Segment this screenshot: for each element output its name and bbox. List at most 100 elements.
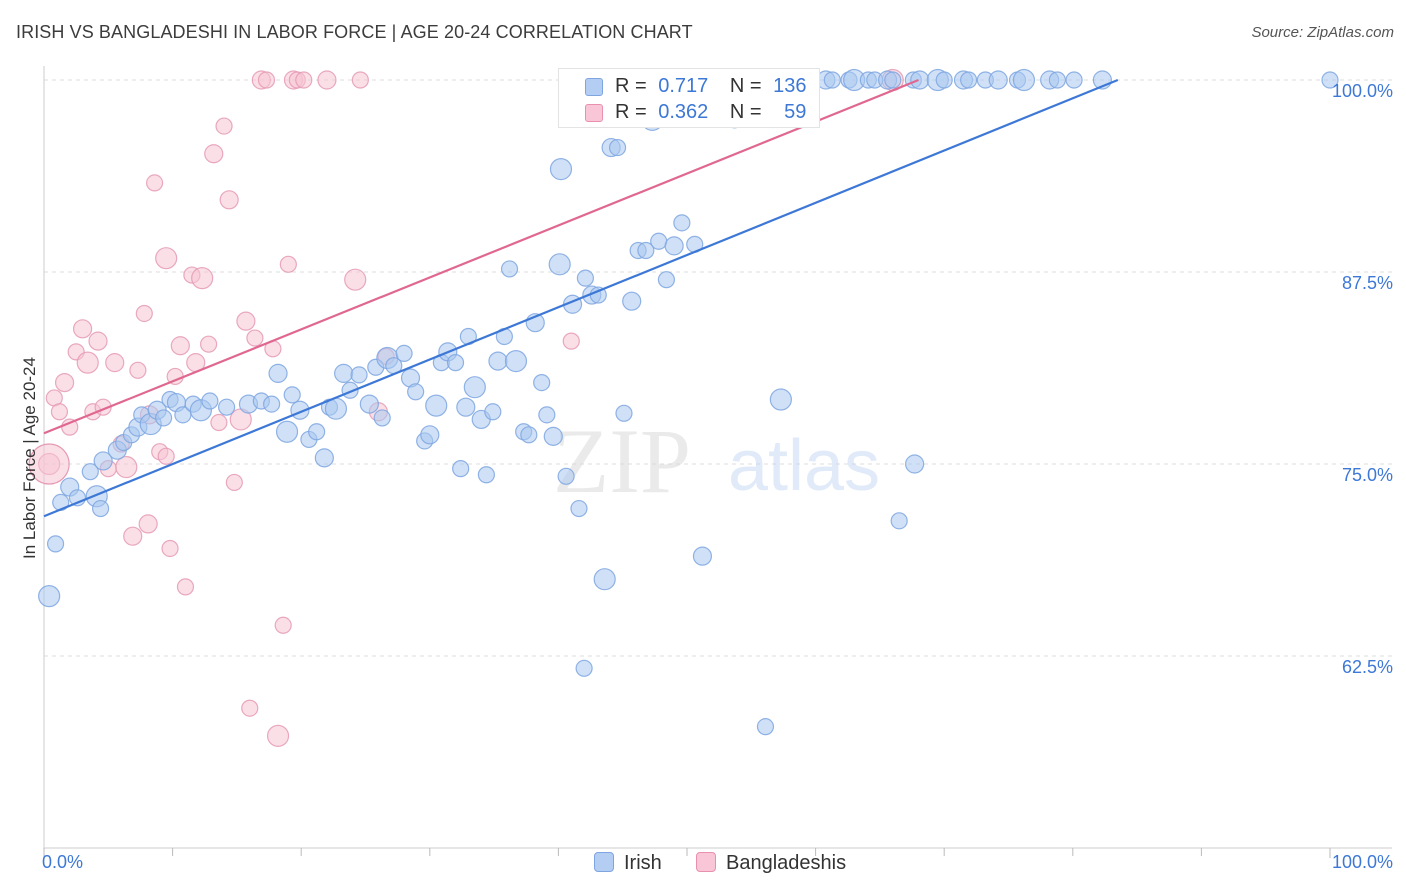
irish-point [38,584,61,608]
irish-point [425,394,448,417]
irish-point [538,406,556,424]
irish-point [420,425,440,445]
bangladeshi-point [157,447,175,465]
y-tick-labels: 62.5% 75.0% 87.5% 100.0% [1332,81,1393,677]
irish-point [756,718,775,736]
legend-bangladeshis[interactable]: Bangladeshis [696,852,846,875]
irish-point [884,71,902,89]
irish-point [1012,68,1036,92]
watermark-atlas: atlas [728,426,880,506]
irish-point [463,376,486,399]
irish-point [823,71,841,89]
irish-point [549,157,573,181]
bangladeshi-point [123,526,143,546]
y-tick-label-2: 87.5% [1342,273,1393,293]
bangladeshi-point [176,578,195,596]
bangladeshi-point [161,539,179,558]
irish-point [275,420,299,443]
irish-point [484,403,502,421]
x-tick-min: 0.0% [42,852,84,872]
irish-point [988,70,1008,90]
irish-point [268,363,288,383]
irish-point [576,269,595,287]
r-label: R = [615,75,647,97]
bangladeshi-point [219,190,239,210]
irish-point [308,423,326,441]
irish-swatch [585,78,603,96]
bangladeshi-point [295,71,313,89]
bangladeshi-point [562,332,580,350]
irish-point [407,383,425,401]
chart-title: IRISH VS BANGLADESHI IN LABOR FORCE | AG… [16,22,693,42]
bangladeshi-point [351,71,369,89]
irish-point [769,388,792,411]
bangladeshi-point [50,403,69,421]
bangladeshi-point [317,70,337,90]
y-tick-label-1: 75.0% [1342,465,1393,485]
bangladeshi-point [129,361,147,379]
irish-point [1321,71,1339,89]
y-tick-label-0: 62.5% [1342,657,1393,677]
irish-n-value: 136 [773,75,807,97]
irish-point [359,394,379,414]
bangladeshi-point [210,413,228,432]
axes [43,66,1392,858]
irish-point [637,241,655,260]
n-label: N = [729,75,762,97]
irish-point [283,386,301,404]
bangladeshi-point [200,335,218,353]
bangladeshi-point [344,268,367,291]
stats-legend: R = 0.717 N = 136 R = 0.362 N = 59 [558,68,820,128]
irish-point [477,466,495,484]
y-tick-label-3: 100.0% [1332,81,1393,101]
irish-point [504,349,528,373]
irish-point [218,398,236,416]
irish-point [615,404,633,422]
irish-trend-line [43,78,1119,518]
bangladeshi-point [115,455,138,479]
bangladeshi-point [266,724,290,747]
bangladeshi-point [274,616,292,634]
irish-legend-label: Irish [624,852,662,874]
bangladeshi-trend-line [43,78,919,435]
irish-point [692,546,713,566]
irish-point [1065,71,1083,89]
irish-point [81,463,99,481]
x-tick-max: 100.0% [1331,852,1393,872]
bangladeshi-point [246,329,264,347]
bangladeshi-point [257,71,276,89]
bangladeshi-point [88,331,108,351]
irish-point [500,260,519,278]
irish-point [533,373,551,392]
bangladeshi-point [215,117,233,135]
legend-irish[interactable]: Irish [594,852,662,875]
irish-points [38,68,1339,736]
bangladeshi-point [135,304,153,323]
irish-point [557,467,575,485]
irish-point [488,351,508,371]
y-axis-label: In Labor Force | Age 20-24 [20,357,39,559]
bangladeshi-point-large [28,443,70,485]
irish-point [910,70,930,90]
irish-legend-swatch [594,852,614,872]
irish-point [201,392,219,410]
bangladeshi-point [170,336,190,356]
irish-point [373,409,391,427]
bangladeshi-point [76,351,99,374]
irish-point [890,512,908,530]
bangladeshi-point [191,267,214,290]
irish-point [395,344,413,363]
irish-point [46,535,65,553]
trend-lines [43,78,1119,518]
irish-point [935,71,953,89]
irish-point [520,426,538,444]
watermark-zip: ZIP [553,410,691,512]
bangladeshi-point [105,353,125,373]
irish-point [91,499,110,518]
watermark: ZIP atlas [553,410,880,512]
irish-point [960,71,978,89]
irish-point [93,451,113,471]
irish-point [446,354,465,372]
irish-point [608,138,627,157]
